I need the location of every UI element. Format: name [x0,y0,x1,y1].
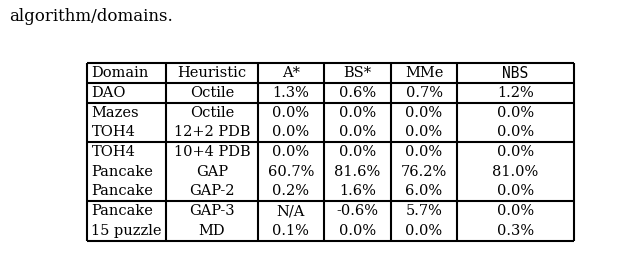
Text: 0.3%: 0.3% [497,224,534,238]
Text: 5.7%: 5.7% [406,204,442,218]
Text: algorithm/domains.: algorithm/domains. [10,8,173,25]
Text: 0.0%: 0.0% [272,125,309,139]
Text: 0.1%: 0.1% [273,224,309,238]
Text: -0.6%: -0.6% [337,204,378,218]
Text: Heuristic: Heuristic [177,66,246,80]
Text: 0.0%: 0.0% [406,224,443,238]
Text: 60.7%: 60.7% [268,165,314,179]
Text: 81.6%: 81.6% [334,165,381,179]
Text: A*: A* [282,66,300,80]
Text: Pancake: Pancake [92,165,154,179]
Text: 0.0%: 0.0% [272,145,309,159]
Text: 6.0%: 6.0% [406,184,443,198]
Text: 0.2%: 0.2% [273,184,309,198]
Text: Pancake: Pancake [92,204,154,218]
Text: 0.0%: 0.0% [339,145,376,159]
Text: GAP-3: GAP-3 [189,204,235,218]
Text: 0.0%: 0.0% [497,145,534,159]
Text: 76.2%: 76.2% [401,165,447,179]
Text: Pancake: Pancake [92,184,154,198]
Text: 0.0%: 0.0% [406,125,443,139]
Text: GAP: GAP [196,165,228,179]
Text: 10+4 PDB: 10+4 PDB [173,145,250,159]
Text: TOH4: TOH4 [92,125,135,139]
Text: 1.6%: 1.6% [339,184,376,198]
Text: 0.0%: 0.0% [339,106,376,120]
Text: GAP-2: GAP-2 [189,184,235,198]
Text: DAO: DAO [92,86,126,100]
Text: 0.0%: 0.0% [406,145,443,159]
Text: 0.0%: 0.0% [497,125,534,139]
Text: 0.0%: 0.0% [497,204,534,218]
Text: 0.0%: 0.0% [497,106,534,120]
Text: 0.0%: 0.0% [339,224,376,238]
Text: MMe: MMe [405,66,444,80]
Text: MD: MD [198,224,225,238]
Text: NBS: NBS [502,66,529,81]
Text: 0.0%: 0.0% [339,125,376,139]
Text: 12+2 PDB: 12+2 PDB [173,125,250,139]
Text: Octile: Octile [189,86,234,100]
Text: Octile: Octile [189,106,234,120]
Text: 0.0%: 0.0% [497,184,534,198]
Text: 1.2%: 1.2% [497,86,534,100]
Text: Mazes: Mazes [92,106,139,120]
Text: 15 puzzle: 15 puzzle [92,224,162,238]
Text: 0.0%: 0.0% [272,106,309,120]
Text: 0.0%: 0.0% [406,106,443,120]
Text: N/A: N/A [276,204,305,218]
Text: 1.3%: 1.3% [273,86,309,100]
Text: Domain: Domain [92,66,148,80]
Text: 81.0%: 81.0% [492,165,538,179]
Text: 0.7%: 0.7% [406,86,442,100]
Text: 0.6%: 0.6% [339,86,376,100]
Text: TOH4: TOH4 [92,145,135,159]
Text: BS*: BS* [344,66,371,80]
